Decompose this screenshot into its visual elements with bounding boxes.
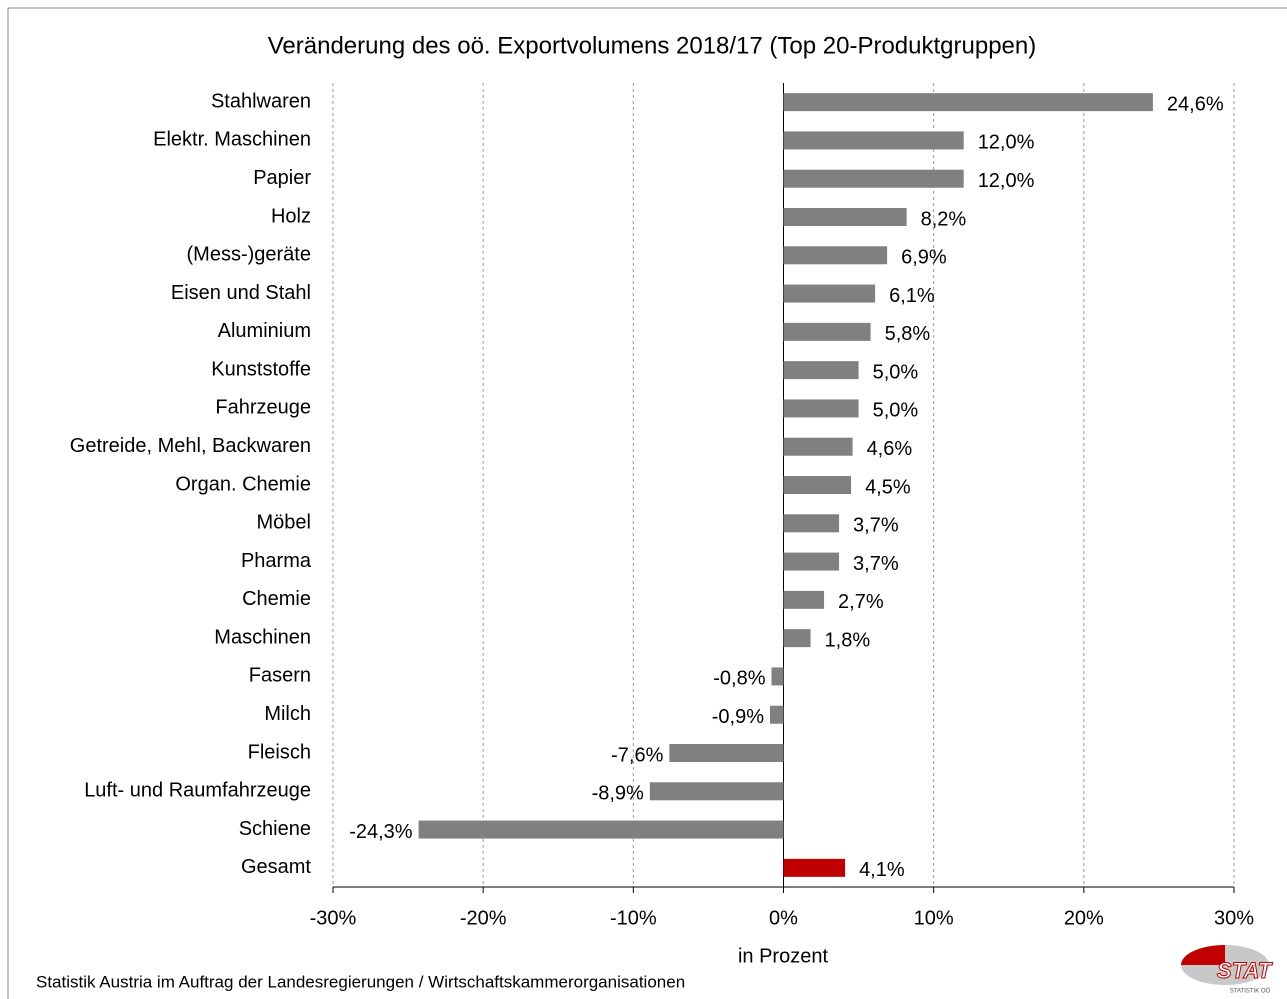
bar <box>783 514 840 533</box>
logo: STAT STATISTIK OÖ <box>1181 945 1273 995</box>
logo-shape <box>1181 945 1225 965</box>
y-tick-label: Fleisch <box>248 741 311 763</box>
y-tick-label: Holz <box>271 205 311 227</box>
x-tick-label: 30% <box>1214 907 1254 929</box>
bar <box>783 399 859 418</box>
value-label: 5,0% <box>873 361 919 383</box>
y-tick-label: Maschinen <box>214 626 311 648</box>
bar <box>771 667 784 686</box>
y-tick-label: Gesamt <box>241 856 311 878</box>
logo-subtitle: STATISTIK OÖ <box>1230 988 1271 995</box>
value-label: 24,6% <box>1167 93 1224 115</box>
value-label: 3,7% <box>853 515 899 537</box>
value-label: 1,8% <box>825 629 871 651</box>
bar <box>783 552 840 571</box>
x-tick-label: -20% <box>460 907 507 929</box>
value-label: 4,1% <box>859 859 905 881</box>
logo-text: STAT <box>1217 958 1273 983</box>
value-label: -0,8% <box>713 668 765 690</box>
source: Statistik Austria im Auftrag der Landesr… <box>36 972 685 991</box>
bar <box>669 744 784 762</box>
bar <box>783 284 876 303</box>
value-label: 2,7% <box>838 591 884 613</box>
y-tick-label: Chemie <box>242 588 311 610</box>
y-tick-label: Organ. Chemie <box>175 473 311 495</box>
bar <box>783 322 871 341</box>
frame <box>7 7 1287 999</box>
x-axis-label: in Prozent <box>738 945 828 967</box>
value-label: 4,5% <box>865 476 911 498</box>
bar <box>769 705 784 724</box>
bar <box>783 246 888 265</box>
bar <box>783 437 853 456</box>
bar <box>783 208 907 226</box>
bar <box>783 169 964 188</box>
value-label: 4,6% <box>867 438 913 460</box>
bar <box>783 629 811 648</box>
bar <box>649 782 784 801</box>
bar <box>783 93 1153 112</box>
bar <box>783 131 964 150</box>
value-label: -0,9% <box>712 706 764 728</box>
y-tick-label: Fasern <box>249 665 311 687</box>
y-tick-label: (Mess-)geräte <box>187 244 311 266</box>
x-tick-label: 20% <box>1064 907 1104 929</box>
y-tick-label: Schiene <box>239 818 311 840</box>
y-tick-label: Getreide, Mehl, Backwaren <box>70 435 311 457</box>
x-tick-label: -30% <box>310 907 357 929</box>
bar <box>783 361 859 380</box>
x-tick-label: -10% <box>610 907 657 929</box>
value-label: 3,7% <box>853 553 899 575</box>
value-label: 12,0% <box>978 132 1035 154</box>
y-tick-label: Stahlwaren <box>211 90 311 112</box>
value-label: 6,9% <box>901 247 947 269</box>
y-tick-label: Kunststoffe <box>211 358 311 380</box>
value-label: 6,1% <box>889 285 935 307</box>
y-tick-label: Pharma <box>241 550 312 572</box>
y-tick-label: Luft- und Raumfahrzeuge <box>84 780 311 802</box>
bar <box>783 858 846 877</box>
y-tick-label: Möbel <box>257 512 311 534</box>
value-label: 8,2% <box>921 208 967 230</box>
bar <box>418 820 784 839</box>
y-tick-label: Fahrzeuge <box>215 397 311 419</box>
value-label: 12,0% <box>978 170 1035 192</box>
value-label: -24,3% <box>349 821 413 843</box>
y-tick-label: Milch <box>264 703 311 725</box>
bar <box>783 590 825 609</box>
value-label: -8,9% <box>592 783 644 805</box>
y-tick-label: Elektr. Maschinen <box>153 129 311 151</box>
value-label: -7,6% <box>611 744 663 766</box>
x-tick-label: 10% <box>914 907 954 929</box>
x-tick-label: 0% <box>769 907 798 929</box>
chart-title: Veränderung des oö. Exportvolumens 2018/… <box>268 32 1037 59</box>
y-tick-label: Eisen und Stahl <box>171 282 311 304</box>
value-label: 5,0% <box>873 400 919 422</box>
value-label: 5,8% <box>885 323 931 345</box>
y-tick-label: Aluminium <box>218 320 311 342</box>
y-tick-label: Papier <box>253 167 311 189</box>
bar <box>783 476 852 494</box>
